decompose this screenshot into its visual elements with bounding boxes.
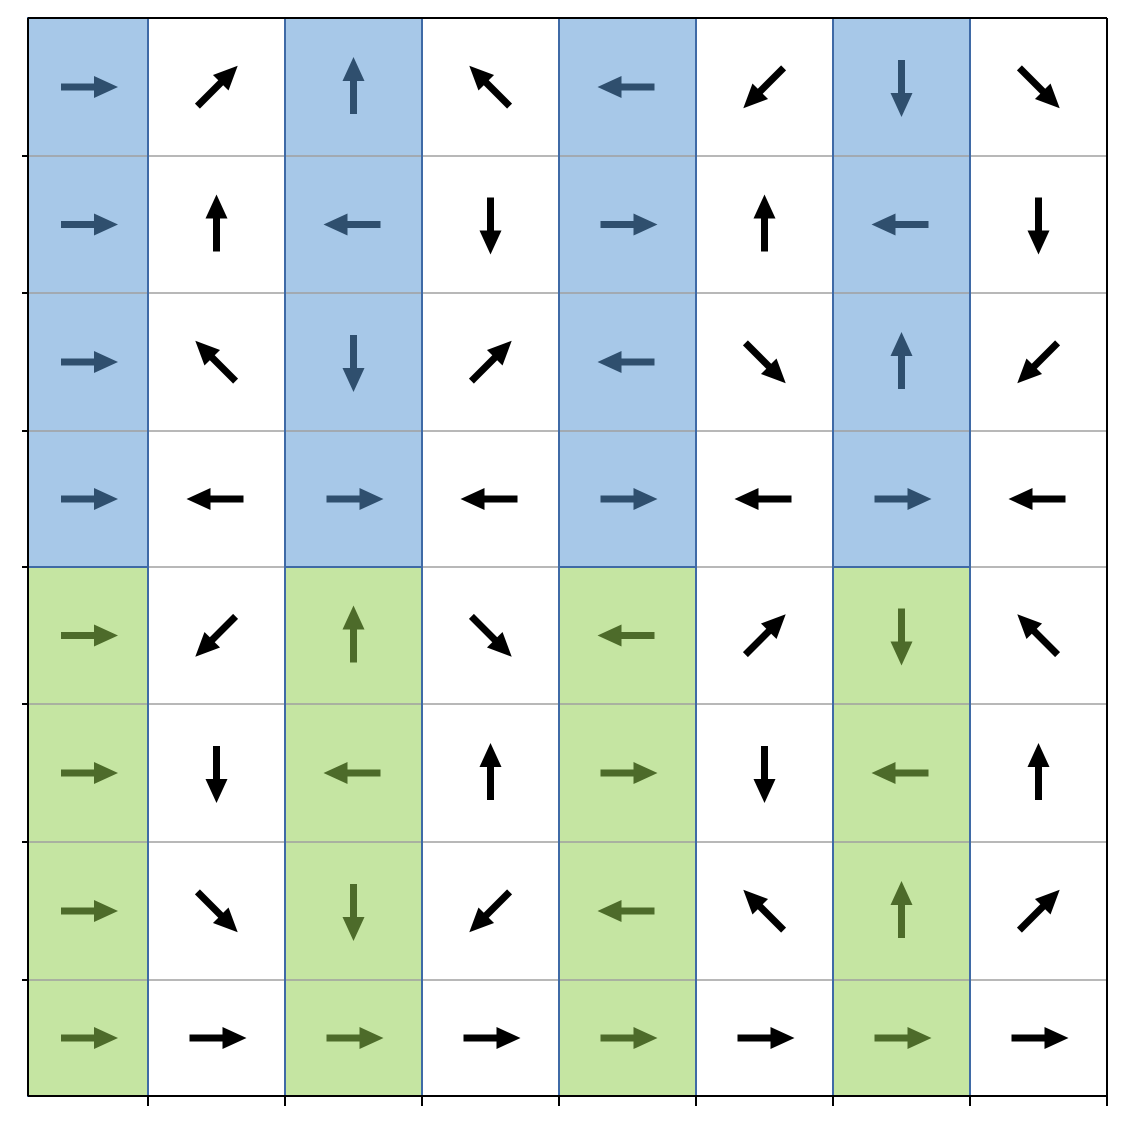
arrow-e-r8c6 — [737, 1027, 795, 1049]
arrow-n-r6c8 — [1027, 743, 1050, 800]
arrow-w-r2c3 — [323, 213, 381, 236]
arrow-n-r2c6 — [753, 194, 776, 252]
arrow-n-r2c2 — [205, 194, 228, 252]
arrow-se-r7c2 — [194, 889, 238, 933]
arrows — [61, 57, 1069, 1049]
arrow-e-r8c3 — [326, 1027, 384, 1049]
highlight-blocks — [28, 18, 970, 1096]
arrow-nw-r5c8 — [1017, 614, 1061, 658]
arrow-s-r2c8 — [1027, 197, 1050, 255]
arrow-e-r3c1 — [61, 351, 118, 373]
arrow-e-r4c3 — [326, 488, 384, 510]
arrow-s-r2c4 — [479, 197, 502, 255]
arrow-sw-r7c4 — [469, 889, 513, 933]
arrow-e-r7c1 — [61, 900, 118, 922]
arrow-ne-r3c4 — [468, 340, 512, 384]
arrow-n-r1c3 — [342, 57, 365, 114]
arrow-w-r4c2 — [186, 488, 244, 510]
arrow-s-r5c7 — [890, 608, 913, 666]
arrow-w-r5c5 — [597, 624, 655, 647]
arrow-e-r1c1 — [61, 76, 118, 98]
arrow-nw-r3c2 — [195, 340, 239, 384]
plot-frame — [22, 17, 1108, 1106]
arrow-w-r3c5 — [597, 351, 655, 373]
arrow-e-r6c1 — [61, 762, 118, 784]
arrow-e-r6c5 — [600, 762, 658, 784]
highlight-block-green-col-1 — [28, 567, 148, 1096]
highlight-borders — [27, 17, 971, 1097]
arrow-e-r8c5 — [600, 1027, 658, 1049]
arrow-e-r8c8 — [1011, 1027, 1069, 1049]
arrow-s-r3c3 — [342, 335, 365, 392]
arrow-e-r8c7 — [874, 1027, 932, 1049]
arrow-sw-r5c2 — [195, 613, 239, 657]
arrow-w-r1c5 — [597, 76, 655, 98]
arrow-n-r7c7 — [890, 881, 913, 938]
arrow-w-r6c7 — [871, 762, 929, 784]
arrow-w-r6c3 — [323, 762, 381, 784]
arrow-e-r8c1 — [61, 1027, 118, 1049]
arrow-n-r5c3 — [342, 605, 365, 663]
arrow-s-r6c2 — [205, 746, 228, 803]
arrow-sw-r1c6 — [743, 65, 787, 109]
arrow-e-r8c4 — [463, 1027, 521, 1049]
arrow-e-r2c1 — [61, 213, 118, 236]
arrow-s-r1c7 — [890, 60, 913, 117]
arrow-ne-r5c6 — [742, 614, 786, 658]
arrow-nw-r1c4 — [469, 65, 513, 109]
arrow-e-r5c1 — [61, 624, 118, 647]
arrow-ne-r1c2 — [194, 65, 238, 109]
arrow-nw-r7c6 — [743, 889, 787, 933]
arrow-w-r4c4 — [460, 488, 518, 510]
arrow-e-r2c5 — [600, 213, 658, 236]
arrow-ne-r7c8 — [1016, 889, 1060, 933]
arrow-sw-r3c8 — [1017, 340, 1061, 384]
arrow-e-r4c1 — [61, 488, 118, 510]
arrow-w-r4c6 — [734, 488, 792, 510]
arrow-se-r5c4 — [468, 613, 512, 657]
arrow-w-r7c5 — [597, 900, 655, 922]
arrow-e-r4c7 — [874, 488, 932, 510]
arrow-n-r6c4 — [479, 743, 502, 800]
arrow-e-r4c5 — [600, 488, 658, 510]
arrow-n-r3c7 — [890, 332, 913, 389]
highlight-block-green-col-5 — [559, 567, 696, 1096]
arrow-s-r6c6 — [753, 746, 776, 803]
arrow-e-r8c2 — [189, 1027, 247, 1049]
arrow-s-r7c3 — [342, 884, 365, 941]
arrow-w-r2c7 — [871, 213, 929, 236]
arrow-se-r3c6 — [742, 340, 786, 384]
arrow-w-r4c8 — [1008, 488, 1066, 510]
arrow-se-r1c8 — [1016, 65, 1060, 109]
